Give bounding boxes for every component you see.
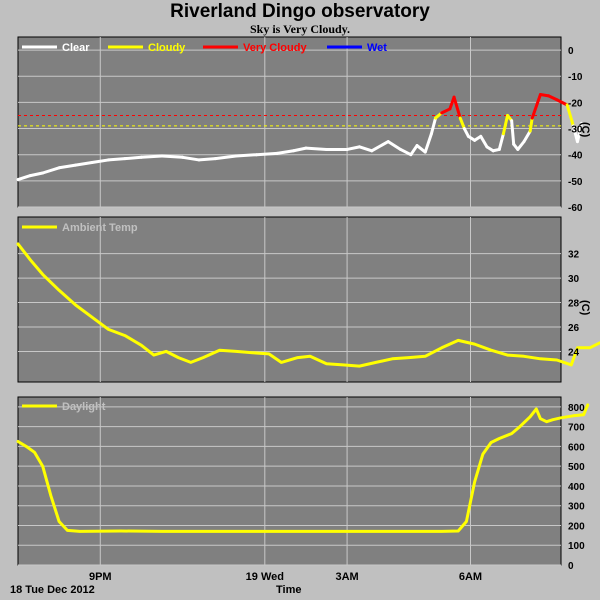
line-layer (16, 93, 600, 533)
sky-panel (17, 36, 562, 208)
ambient-panel (17, 216, 562, 383)
sky-ylabel: (C) (579, 122, 591, 138)
sky-temp-segment (357, 145, 374, 153)
sky-temp-segment (370, 140, 390, 153)
x-tick-label: 6AM (459, 571, 482, 583)
sky-legend: Clear Cloudy Very Cloudy Wet (22, 42, 387, 54)
sky-temp-segment (452, 95, 462, 120)
y-tick-label: 0 (568, 46, 574, 57)
sky-temp-segment (234, 153, 259, 158)
sky-temp-segment (510, 119, 516, 146)
sky-temp-segment (139, 154, 164, 159)
sky-temp-segment (345, 145, 361, 151)
legend-label-clear: Clear (62, 42, 90, 54)
sky-temp-segment (181, 155, 201, 162)
ambient-temp-line (16, 242, 600, 368)
y-tick-label: 26 (568, 323, 580, 334)
sky-temp-segment (530, 93, 542, 120)
sky-temp-segment (399, 147, 413, 157)
x-axis-label: Time (276, 584, 302, 596)
sky-temp-segment (292, 146, 308, 153)
sky-temp-segment (555, 98, 569, 107)
y-tick-label: 0 (568, 561, 574, 572)
sky-temp-segment (160, 154, 185, 159)
y-tick-label: -50 (568, 177, 583, 188)
y-tick-label: 24 (568, 347, 580, 358)
sky-temp-segment (479, 134, 489, 149)
sky-temp-segment (575, 121, 584, 144)
sky-temp-segment (57, 163, 78, 170)
sky-temp-segment (497, 132, 505, 151)
daylight-line (16, 403, 590, 533)
y-tick-label: 600 (568, 442, 585, 453)
sky-temp-segment (458, 116, 466, 131)
sky-temp-segment (41, 166, 61, 175)
legend-label-very-cloudy: Very Cloudy (243, 42, 307, 54)
sky-temp-segment (16, 174, 32, 182)
x-tick-label: 9PM (89, 571, 112, 583)
sky-temp-segment (90, 158, 110, 165)
sky-temp-segment (415, 144, 427, 154)
x-tick-label: 19 Wed (246, 571, 284, 583)
y-tick-label: 300 (568, 502, 585, 513)
y-tick-label: 700 (568, 423, 585, 434)
sky-temp-segment (107, 157, 127, 162)
sky-temp-segment (528, 116, 534, 133)
sky-temp-segment (304, 146, 329, 151)
sky-temp-segment (213, 154, 238, 161)
sky-status-subtitle: Sky is Very Cloudy. (249, 22, 351, 36)
sky-temp-segment (386, 140, 403, 151)
y-tick-label: -30 (568, 125, 583, 136)
y-tick-label: 30 (568, 274, 580, 285)
date-label: 18 Tue Dec 2012 (10, 584, 95, 596)
y-tick-label: 32 (568, 250, 580, 261)
y-tick-label: 200 (568, 521, 585, 532)
daylight-legend: Daylight (22, 401, 106, 413)
y-tick-label: 400 (568, 482, 585, 493)
sky-temp-segment (565, 103, 575, 128)
tick-layer: 9PM 19 Wed 3AM 6AM 0 -10 -20 -30 -40 -50 -60 32 30 28… (89, 46, 585, 583)
sky-temp-segment (74, 161, 94, 167)
y-tick-label: -20 (568, 98, 583, 109)
grid-layer (18, 37, 561, 566)
legend-label-wet: Wet (367, 42, 387, 54)
sky-temp-segment (547, 94, 559, 102)
sky-temp-segment (275, 149, 296, 155)
sky-temp-segment (409, 144, 419, 157)
sky-temp-segment (123, 155, 143, 161)
sky-temp-segment (28, 171, 45, 178)
y-tick-label: -40 (568, 151, 583, 162)
chart-title: Riverland Dingo observatory (170, 1, 430, 22)
legend-label-daylight: Daylight (62, 401, 106, 413)
sky-temp-segment (522, 129, 532, 144)
y-tick-label: -60 (568, 203, 583, 214)
daylight-panel (17, 396, 562, 566)
y-tick-label: 28 (568, 299, 580, 310)
legend-label-ambient: Ambient Temp (62, 222, 138, 234)
y-tick-label: 800 (568, 403, 585, 414)
ambient-ylabel: (C) (579, 300, 591, 316)
sky-temp-segment (440, 107, 452, 115)
y-tick-label: -10 (568, 72, 583, 83)
sky-temp-segment (197, 157, 217, 162)
y-tick-label: 500 (568, 462, 585, 473)
sky-temp-segment (516, 140, 526, 151)
sky-temp-segment (255, 151, 279, 157)
threshold-layer (18, 114, 561, 127)
sky-temp-segment (429, 116, 438, 136)
legend-label-cloudy: Cloudy (148, 42, 186, 54)
sky-temp-segment (423, 132, 433, 154)
sky-temp-segment (501, 113, 510, 136)
y-tick-label: 100 (568, 541, 585, 552)
x-tick-label: 3AM (335, 571, 358, 583)
ambient-legend: Ambient Temp (22, 222, 138, 234)
